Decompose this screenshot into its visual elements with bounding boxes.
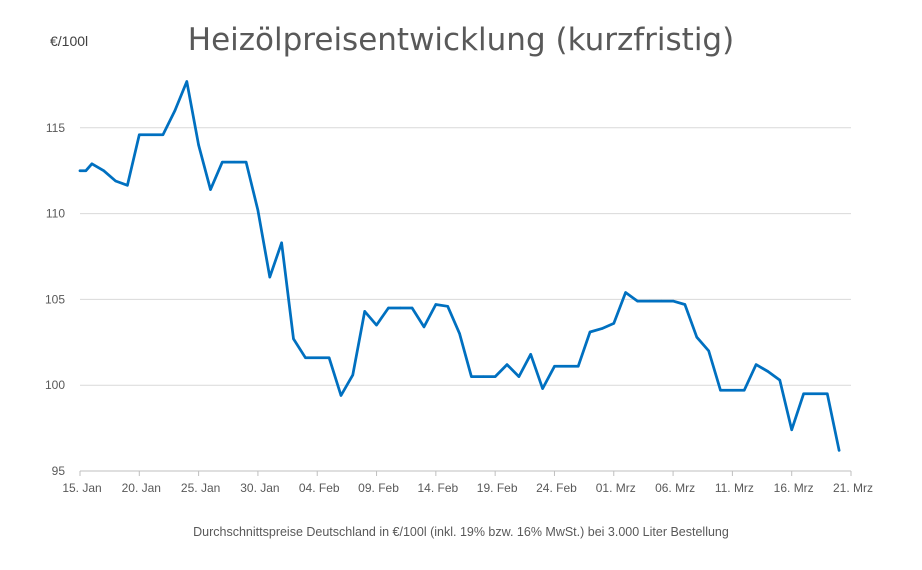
data-point [482, 375, 485, 378]
data-point [695, 336, 698, 339]
data-point [363, 310, 366, 313]
data-point [790, 428, 793, 431]
data-point [814, 392, 817, 395]
x-tick-label: 30. Jan [240, 481, 279, 495]
data-point [648, 299, 651, 303]
data-point [268, 275, 271, 279]
data-point [244, 160, 248, 164]
data-point [541, 387, 544, 390]
x-tick-label: 04. Feb [299, 481, 340, 495]
y-axis-ticks: 95 100 105 110 115 [45, 121, 65, 478]
data-point [565, 365, 568, 368]
x-tick-label: 24. Feb [536, 481, 577, 495]
x-tick-label: 06. Mrz [655, 481, 695, 495]
x-tick-label: 15. Jan [62, 481, 101, 495]
data-point [351, 373, 354, 377]
data-point [707, 349, 710, 353]
data-point [588, 330, 592, 334]
data-point [577, 365, 580, 368]
x-tick-label: 11. Mrz [715, 481, 754, 495]
data-point [434, 303, 437, 306]
data-point [754, 363, 758, 366]
data-point [802, 392, 805, 395]
data-point [256, 209, 260, 212]
data-point [636, 299, 639, 303]
data-point [387, 306, 390, 310]
data-point [826, 392, 829, 395]
data-point [458, 332, 461, 335]
y-tick-label: 115 [46, 121, 65, 135]
x-tick-label: 14. Feb [417, 481, 458, 495]
x-axis-ticks: 15. Jan 20. Jan 25. Jan 30. Jan 04. Feb 09. F… [62, 471, 873, 495]
data-point [173, 109, 177, 112]
data-point [494, 375, 497, 378]
data-point [78, 169, 82, 172]
series-group [78, 80, 841, 452]
data-point [731, 389, 734, 392]
series-line [78, 80, 841, 452]
data-point [505, 363, 509, 366]
data-point [422, 325, 426, 329]
data-point [553, 365, 556, 368]
x-tick-label: 19. Feb [477, 481, 518, 495]
data-point [233, 160, 236, 164]
data-point [316, 356, 319, 359]
data-point [470, 375, 473, 378]
data-point [126, 184, 129, 187]
data-point [161, 133, 165, 136]
data-point [197, 143, 200, 147]
data-point [719, 389, 722, 392]
data-point [292, 337, 295, 341]
data-point [529, 353, 532, 356]
data-point [221, 160, 224, 164]
y-tick-label: 110 [46, 207, 65, 221]
chart-footnote: Durchschnittspreise Deutschland in €/100… [193, 525, 729, 539]
data-point [671, 299, 675, 303]
data-point [304, 356, 307, 359]
x-tick-label: 20. Jan [122, 481, 161, 495]
chart-title: Heizölpreisentwicklung (kurzfristig) [187, 22, 735, 58]
data-point [399, 306, 402, 310]
data-point [327, 356, 331, 359]
data-point [612, 322, 615, 325]
data-point [660, 299, 663, 303]
y-axis-unit-label: €/100l [50, 33, 89, 49]
x-tick-label: 25. Jan [181, 481, 220, 495]
data-point [683, 303, 687, 306]
gridlines [80, 127, 851, 472]
data-point [600, 327, 604, 330]
data-point [84, 169, 88, 172]
data-point [102, 169, 105, 172]
data-point [339, 394, 343, 397]
x-tick-label: 09. Feb [358, 481, 399, 495]
data-point [517, 375, 521, 378]
data-point [446, 305, 449, 308]
y-tick-label: 95 [52, 464, 66, 478]
data-point [114, 179, 117, 183]
data-point [743, 389, 746, 392]
data-point [766, 370, 770, 373]
x-tick-label: 21. Mrz [833, 481, 873, 495]
data-point [280, 241, 283, 244]
data-point [150, 133, 153, 136]
data-point [624, 291, 627, 294]
x-tick-label: 16. Mrz [774, 481, 814, 495]
data-point [410, 306, 414, 310]
data-point [209, 188, 212, 191]
data-point [778, 378, 781, 382]
x-tick-label: 01. Mrz [596, 481, 636, 495]
data-point [837, 449, 841, 452]
data-point [375, 323, 378, 327]
y-tick-label: 105 [45, 292, 65, 306]
y-tick-label: 100 [45, 378, 65, 392]
data-point [138, 133, 141, 136]
data-point [185, 80, 188, 83]
data-point [90, 162, 94, 165]
